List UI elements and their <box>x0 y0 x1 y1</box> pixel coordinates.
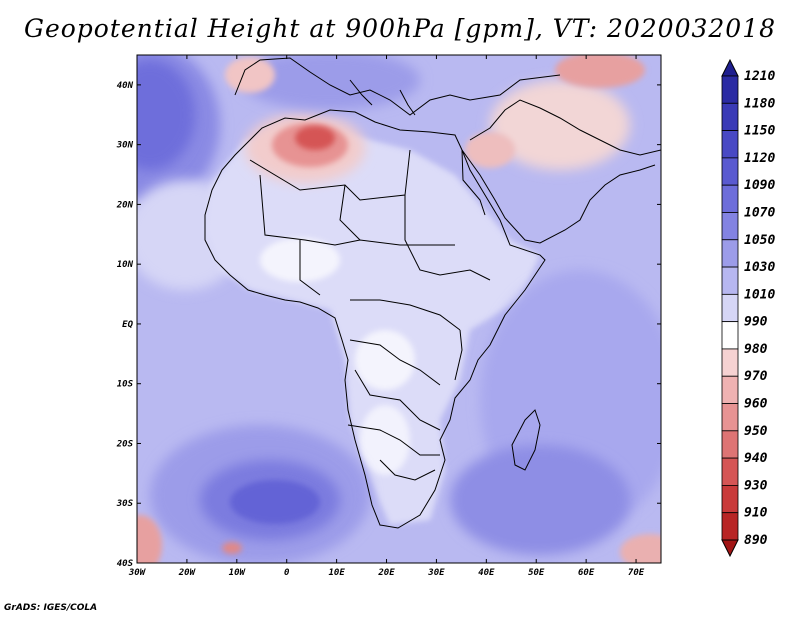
field-south-atlantic-core <box>230 480 320 524</box>
lat-label: 10N <box>117 260 134 270</box>
colorbar-swatch <box>721 403 739 432</box>
colorbar-swatch <box>721 102 739 131</box>
colorbar: 1210 1180 1150 1120 1090 1070 1050 1030 1010 990 9… <box>721 58 775 558</box>
lon-label: 0 <box>284 568 290 578</box>
colorbar-label: 910 <box>744 506 768 521</box>
lon-label: 20E <box>377 568 395 578</box>
colorbar-swatch <box>721 348 739 377</box>
colorbar-label: 1150 <box>744 124 775 139</box>
height-field <box>137 55 661 563</box>
field-iran-low <box>555 55 645 88</box>
lon-label: 30E <box>427 568 445 578</box>
colorbar-swatch <box>721 212 739 241</box>
field-sw-low2 <box>222 542 242 554</box>
colorbar-swatch <box>721 321 739 350</box>
colorbar-label: 940 <box>744 451 768 466</box>
latitude-axis: 40N 30N 20N 10N EQ 10S 20S 30S 40S <box>116 81 661 569</box>
lon-label: 10W <box>229 568 247 578</box>
colorbar-swatch <box>721 375 739 404</box>
longitude-axis: 30W 20W 10W 0 10E 20E 30E 40E 50E 60E 70E <box>128 55 645 578</box>
lat-label: 20S <box>116 439 134 449</box>
colorbar-top-arrow <box>721 58 739 77</box>
border-sudan <box>404 195 491 281</box>
greece-coastline <box>399 89 416 116</box>
italy-coastline <box>349 79 373 106</box>
colorbar-label: 1090 <box>744 178 775 193</box>
lat-label: 20N <box>116 200 134 210</box>
lon-label: 10E <box>328 568 345 578</box>
field-atlantic-core <box>137 60 195 170</box>
colorbar-bottom-arrow <box>721 539 739 558</box>
field-sw-low <box>137 515 162 563</box>
credit-text: GrADS: IGES/COLA <box>4 603 98 613</box>
border-angola <box>354 369 441 431</box>
lon-label: 70E <box>628 568 645 578</box>
colorbar-label: 960 <box>744 397 768 412</box>
colorbar-swatch <box>721 130 739 159</box>
colorbar-label: 990 <box>744 315 768 330</box>
map-title: Geopotential Height at 900hPa [gpm], VT:… <box>23 14 777 43</box>
colorbar-swatch <box>721 512 739 541</box>
colorbar-label: 930 <box>744 478 768 493</box>
colorbar-label: 1180 <box>744 96 775 111</box>
lat-label: EQ <box>122 320 133 330</box>
arabia-coastline <box>461 149 656 244</box>
madagascar-coastline <box>511 409 541 471</box>
lat-label: 30N <box>116 141 134 151</box>
lat-label: 30S <box>116 499 134 509</box>
border-niger <box>339 184 361 241</box>
colorbar-label: 1010 <box>744 287 775 302</box>
border-sahel <box>259 174 455 246</box>
middle-east-borders <box>469 99 661 156</box>
colorbar-swatch <box>721 75 739 104</box>
border-sahara <box>249 149 411 201</box>
colorbar-label: 980 <box>744 342 768 357</box>
map-frame <box>136 54 662 564</box>
lat-label: 40S <box>117 559 134 569</box>
colorbar-label: 1120 <box>744 151 775 166</box>
colorbar-swatch <box>721 430 739 459</box>
colorbar-swatch <box>721 485 739 514</box>
lat-label: 10S <box>117 380 134 390</box>
border-central <box>350 299 461 331</box>
field-white-central <box>355 330 415 390</box>
field-med-high <box>240 55 420 110</box>
colorbar-swatch <box>721 157 739 186</box>
colorbar-swatch <box>721 457 739 486</box>
colorbar-label: 1210 <box>744 69 775 84</box>
colorbar-label: 950 <box>744 424 768 439</box>
colorbar-swatch <box>721 184 739 213</box>
border-congo <box>349 339 441 386</box>
colorbar-swatch <box>721 239 739 268</box>
border-westafrica <box>299 240 321 296</box>
lat-label: 40N <box>117 81 134 91</box>
field-iberia-low <box>225 57 275 93</box>
field-levant-low <box>465 132 515 168</box>
africa-coastline <box>204 109 546 529</box>
colorbar-swatch <box>721 266 739 295</box>
border-egypt <box>461 149 486 216</box>
border-namibia <box>347 424 440 456</box>
colorbar-label: 890 <box>744 533 768 548</box>
colorbar-swatch <box>721 293 739 323</box>
lon-label: 50E <box>528 568 545 578</box>
colorbar-label: 970 <box>744 369 768 384</box>
lon-label: 20W <box>178 568 197 578</box>
coastlines <box>204 57 661 529</box>
lon-label: 60E <box>578 568 595 578</box>
lon-label: 40E <box>478 568 495 578</box>
lon-label: 30W <box>128 568 147 578</box>
field-sahara-low-core <box>295 126 335 150</box>
border-southafrica <box>379 459 436 481</box>
europe-coastline <box>234 57 561 116</box>
field-se-low <box>620 534 661 563</box>
field-land-light <box>205 135 540 525</box>
field-white-south <box>360 405 410 475</box>
colorbar-label: 1070 <box>744 205 775 220</box>
colorbar-label: 1030 <box>744 260 775 275</box>
field-indian-high <box>450 445 630 555</box>
border-eastafrica <box>454 329 463 381</box>
colorbar-label: 1050 <box>744 233 775 248</box>
